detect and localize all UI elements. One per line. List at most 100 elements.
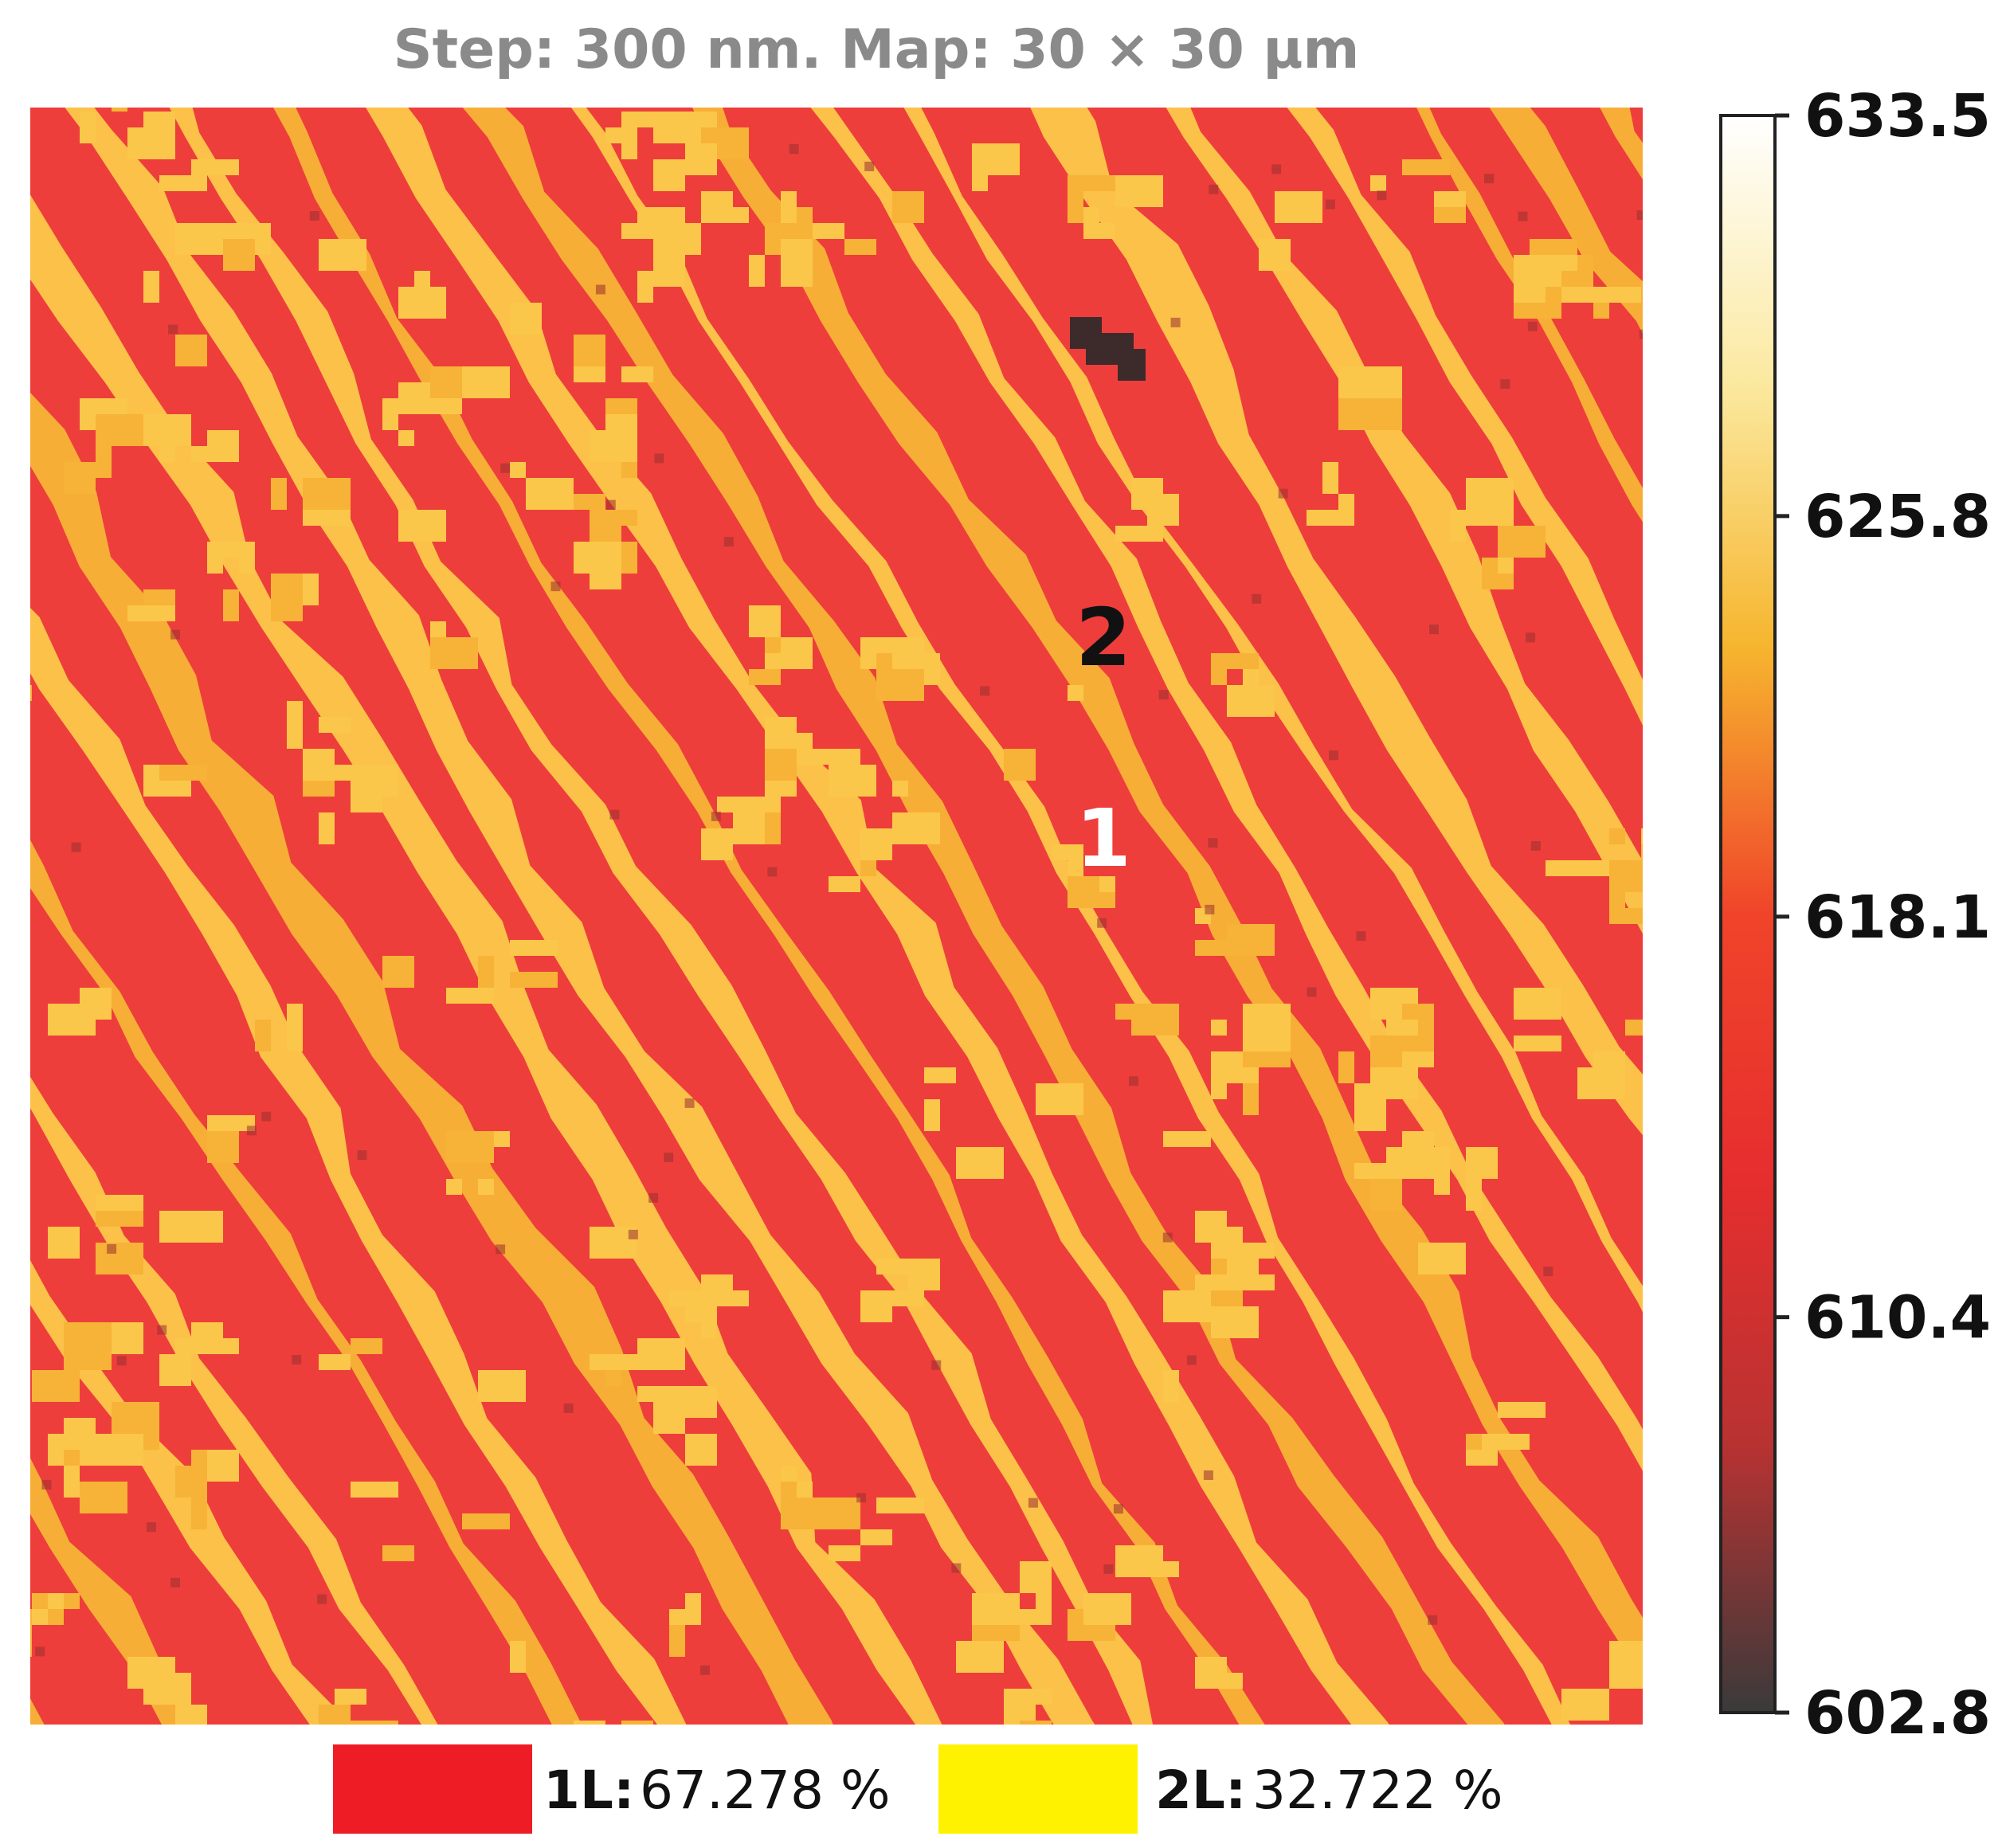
heatmap-patch <box>112 64 127 96</box>
heatmap-speck <box>1518 211 1528 221</box>
heatmap-patch <box>1434 207 1466 223</box>
heatmap-patch <box>80 988 96 1004</box>
heatmap-patch <box>701 1274 733 1290</box>
heatmap-patch <box>669 1609 701 1625</box>
heatmap-patch <box>765 749 797 781</box>
heatmap-speck <box>699 1665 710 1675</box>
heatmap-patch <box>621 462 637 478</box>
heatmap-speck <box>71 842 81 852</box>
heatmap-speck <box>550 581 561 592</box>
heatmap-patch <box>351 1338 382 1354</box>
heatmap-patch <box>1338 398 1370 430</box>
heatmap-patch <box>781 239 813 271</box>
heatmap-patch <box>1577 860 1609 876</box>
heatmap-patch <box>1338 1051 1354 1083</box>
heatmap-patch <box>319 717 351 733</box>
heatmap-patch <box>1370 1179 1402 1211</box>
heatmap-patch <box>924 1099 940 1131</box>
heatmap-patch <box>271 478 287 510</box>
heatmap-patch <box>510 1641 526 1673</box>
heatmap-patch <box>96 446 112 478</box>
heatmap-patch <box>223 1450 239 1466</box>
heatmap-patch <box>1163 1370 1179 1402</box>
heatmap-stripe <box>570 108 1571 1725</box>
heatmap-stripe <box>30 1698 45 1725</box>
heatmap-patch <box>382 1545 414 1561</box>
heatmap-patch <box>462 366 510 398</box>
heatmap-patch <box>1036 1083 1083 1115</box>
heatmap-patch <box>829 876 860 892</box>
heatmap-speck <box>931 1360 942 1370</box>
heatmap-patch <box>446 988 494 1004</box>
heatmap-patch <box>96 1195 143 1211</box>
heatmap-patch <box>1593 287 1641 303</box>
heatmap-patch <box>1609 1657 1643 1689</box>
heatmap-speck <box>1158 690 1169 700</box>
heatmap-patch <box>829 1545 860 1561</box>
heatmap-patch <box>335 1705 351 1725</box>
legend-swatch-2l <box>938 1744 1138 1834</box>
heatmap-patch <box>382 398 398 430</box>
heatmap-patch <box>127 1657 175 1673</box>
heatmap-patch <box>844 239 876 255</box>
heatmap-patch <box>749 255 765 287</box>
heatmap-speck <box>170 629 181 640</box>
heatmap-stripe <box>810 108 1643 1471</box>
chart-title: Step: 300 nm. Map: 30 × 30 µm <box>394 18 1360 81</box>
heatmap-patch <box>64 1418 96 1434</box>
heatmap-patch <box>1466 1179 1482 1211</box>
heatmap-patch <box>1370 398 1402 430</box>
heatmap-patch <box>1052 844 1083 860</box>
heatmap-stripe <box>1166 108 1643 934</box>
heatmap-patches <box>30 64 1643 1725</box>
heatmap-patch <box>32 1370 80 1402</box>
heatmap-patch <box>159 175 207 191</box>
heatmap-patch <box>319 812 335 844</box>
heatmap-patch <box>972 143 1020 175</box>
heatmap-patch <box>96 988 112 1020</box>
heatmap-patch <box>637 271 653 303</box>
heatmap-stripe <box>30 608 687 1725</box>
heatmap-patch <box>1004 749 1036 781</box>
heatmap-patch <box>64 1466 80 1498</box>
heatmap-patch <box>96 1243 143 1274</box>
heatmap-stripe <box>692 108 1643 1678</box>
heatmap-patch <box>143 589 175 605</box>
heatmap <box>30 64 1643 1725</box>
heatmap-patch <box>398 398 446 414</box>
heatmap-defects <box>35 144 1643 1675</box>
heatmap-patch <box>1609 892 1625 924</box>
heatmap-defect <box>1086 341 1110 365</box>
heatmap-patch <box>590 510 637 526</box>
heatmap-patch <box>797 1482 813 1498</box>
heatmap-patch <box>64 462 96 494</box>
heatmap-speck <box>1500 379 1510 390</box>
heatmap-patch <box>1593 1051 1625 1067</box>
heatmap-patch <box>1243 1083 1259 1115</box>
heatmap-patch <box>127 1673 175 1689</box>
heatmap-patch <box>287 701 303 733</box>
heatmap-speck <box>41 1479 52 1490</box>
heatmap-patch <box>605 414 637 430</box>
heatmap-patch <box>574 335 605 366</box>
heatmap-speck <box>767 867 778 877</box>
heatmap-patch <box>112 1402 159 1418</box>
heatmap-patch <box>1641 828 1643 860</box>
heatmap-patch <box>621 223 653 239</box>
heatmap-patch <box>207 1131 239 1163</box>
heatmap-patch <box>1593 303 1609 319</box>
heatmap-patch <box>1322 462 1338 494</box>
heatmap-patch <box>781 1498 829 1529</box>
heatmap-speck <box>357 1150 367 1161</box>
heatmap-patch <box>287 1020 303 1051</box>
heatmap-patch <box>1211 1211 1227 1227</box>
heatmap-speck <box>1252 593 1262 604</box>
heatmap-patch <box>1641 844 1643 860</box>
heatmap-patch <box>1099 876 1115 892</box>
heatmap-patch <box>159 1354 191 1386</box>
heatmap-patch <box>175 1705 207 1725</box>
colorbar: 633.5 625.8 618.1 610.4 602.8 <box>1719 82 1991 1748</box>
heatmap-patch <box>30 1625 32 1657</box>
heatmap-patch <box>1609 828 1625 844</box>
heatmap-patch <box>510 972 558 988</box>
